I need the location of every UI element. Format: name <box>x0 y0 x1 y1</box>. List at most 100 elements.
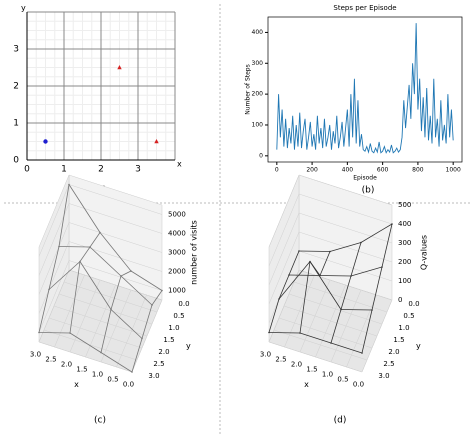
y-tick-label: 3 <box>13 45 19 55</box>
x-tick-label: 2.0 <box>291 360 302 368</box>
grid-line <box>63 281 158 313</box>
surface-edge <box>330 309 342 344</box>
y-axis-label: y <box>416 342 421 351</box>
grid-line <box>68 260 163 291</box>
grid-line <box>298 193 393 225</box>
surface-edge <box>68 184 101 233</box>
z-tick-label: 400 <box>398 220 411 228</box>
x-tick-label: 2.5 <box>275 355 286 363</box>
surface-edge <box>329 242 362 252</box>
x-tick-label: 400 <box>342 167 354 174</box>
x-tick-label: 200 <box>306 167 318 174</box>
surface-edge <box>278 274 290 300</box>
x-tick-label: 0 <box>275 167 279 174</box>
z-tick-label: 100 <box>398 277 411 285</box>
z-tick-label: 3000 <box>168 249 186 257</box>
surface-edge <box>288 250 300 276</box>
surface-vertex <box>100 351 102 354</box>
z-axis-label: number of visits <box>190 220 199 285</box>
plot-frame <box>267 16 463 163</box>
x-tick-label: 1.0 <box>322 370 333 378</box>
x-axis-label: x <box>74 380 79 389</box>
x-axis-label: Episode <box>353 175 377 182</box>
surface-edge <box>79 261 112 310</box>
caption: (d) <box>334 416 347 426</box>
surface-edge <box>79 246 91 262</box>
z-axis-label: Q-values <box>420 235 429 270</box>
y-tick-label: 3.0 <box>148 372 159 380</box>
y-tick-label: 0 <box>259 152 263 159</box>
x-tick-label: 1.5 <box>76 365 87 373</box>
x-tick-label: 1 <box>61 165 67 175</box>
y-tick-label: 1.0 <box>398 324 409 332</box>
y-tick-label: 3.0 <box>378 372 389 380</box>
x-tick-label: 0.0 <box>353 380 364 388</box>
surface-vertex <box>79 260 81 263</box>
surface-edge <box>120 275 153 306</box>
surface-edge <box>110 275 122 310</box>
x-axis-label: x <box>304 380 309 389</box>
surface-edge <box>330 342 363 354</box>
surface-edge <box>350 266 383 277</box>
surface-vertex <box>340 308 342 311</box>
surface-edge <box>120 270 132 277</box>
y-tick-label: 1.5 <box>393 336 404 344</box>
grid-line <box>268 231 300 305</box>
surface-vertex <box>391 223 393 225</box>
chart-title: Steps per Episode <box>333 4 396 12</box>
y-tick-label: 0.0 <box>178 300 189 308</box>
z-tick-label: 200 <box>398 258 411 266</box>
surface-edge <box>48 246 60 290</box>
surface-edge <box>58 246 91 248</box>
surface-vertex <box>48 288 50 291</box>
surface-vertex <box>309 260 311 263</box>
surface-edge <box>299 332 332 344</box>
grid-line <box>298 212 393 244</box>
surface-vertex <box>330 342 332 344</box>
surface-edge <box>268 332 301 334</box>
surface-vertex <box>329 250 331 253</box>
x-tick-label: 2.0 <box>61 360 72 368</box>
x-tick-label: 0.5 <box>107 375 118 383</box>
x-tick-label: 0.5 <box>337 375 348 383</box>
surface-edge <box>48 261 81 290</box>
grid-line <box>278 317 373 349</box>
surface-vertex <box>278 298 280 300</box>
z-tick-label: 500 <box>398 201 411 209</box>
y-tick-label: 2 <box>13 82 19 92</box>
surface-vertex <box>131 371 133 373</box>
surface-edge <box>381 223 393 268</box>
surface-edge <box>69 261 81 334</box>
y-tick-label: 300 <box>252 60 264 67</box>
surface-vertex <box>161 289 163 292</box>
z-tick-label: 4000 <box>168 230 186 238</box>
y-tick-label: 400 <box>252 29 264 36</box>
x-axis-label: x <box>177 160 182 169</box>
x-tick-label: 800 <box>412 167 424 174</box>
grid-line <box>268 174 300 248</box>
y-tick-label: 2.5 <box>383 360 394 368</box>
y-tick-label: 0.5 <box>173 312 184 320</box>
surface-edge <box>38 289 50 333</box>
surface-vertex <box>350 275 352 277</box>
surface-vertex <box>99 231 101 234</box>
surface-edge <box>130 270 163 291</box>
surface-edge <box>319 275 352 277</box>
x-tick-label: 600 <box>377 167 389 174</box>
point <box>117 65 122 70</box>
surface-vertex <box>130 270 132 272</box>
x-tick-label: 2 <box>98 165 104 175</box>
grid-line <box>48 317 143 349</box>
grid-line <box>293 281 388 313</box>
surface-vertex <box>110 308 112 311</box>
y-tick-label: 0.0 <box>408 300 419 308</box>
grid-line <box>53 305 148 337</box>
surface-edge <box>309 261 342 310</box>
surface-vertex <box>381 266 383 268</box>
surface-edge <box>340 309 373 311</box>
surface-vertex <box>371 309 373 311</box>
y-axis-label: y <box>186 342 191 351</box>
y-tick-label: 0 <box>13 156 19 166</box>
z-tick-label: 2000 <box>168 268 186 276</box>
